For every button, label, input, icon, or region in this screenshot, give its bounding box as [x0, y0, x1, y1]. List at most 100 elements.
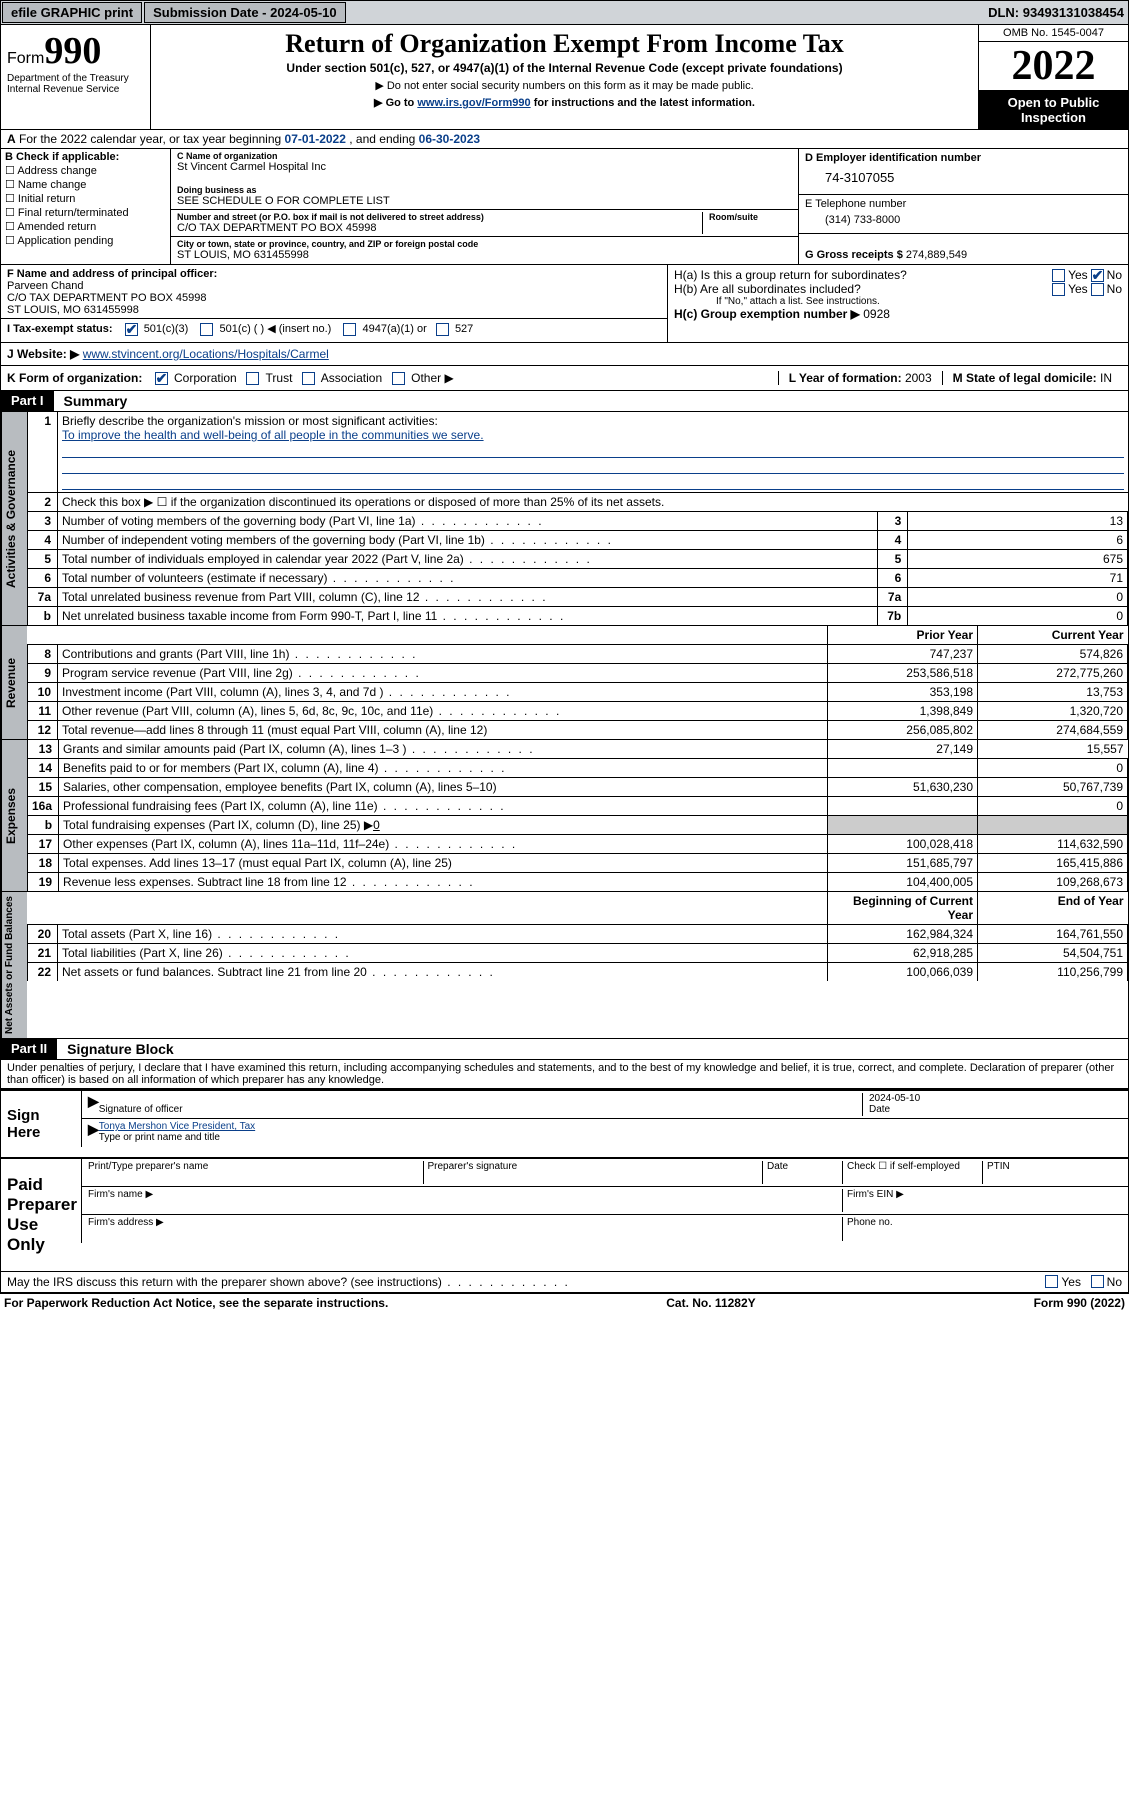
chk-discuss-no[interactable]: [1091, 1275, 1104, 1288]
dept-label: Department of the Treasury Internal Reve…: [7, 73, 144, 95]
l20: Total assets (Part X, line 16): [58, 924, 828, 943]
chk-discuss-yes[interactable]: [1045, 1275, 1058, 1288]
chk-initial-return[interactable]: ☐ Initial return: [5, 192, 166, 205]
chk-trust[interactable]: [246, 372, 259, 385]
irs-link[interactable]: www.irs.gov/Form990: [417, 97, 530, 109]
sig-officer-label: Signature of officer: [99, 1104, 183, 1115]
hb-no: No: [1107, 282, 1122, 296]
chk-address-change[interactable]: ☐ Address change: [5, 164, 166, 177]
chk-ha-no[interactable]: [1091, 269, 1104, 282]
p16a: [828, 796, 978, 815]
c16b-shade: [978, 815, 1128, 834]
officer-label: F Name and address of principal officer:: [7, 268, 217, 280]
p19: 104,400,005: [828, 872, 978, 891]
dln-value: 93493131038454: [1023, 5, 1124, 20]
ha-no: No: [1107, 268, 1122, 282]
phone-label: E Telephone number: [805, 198, 906, 210]
l15: Salaries, other compensation, employee b…: [59, 777, 828, 796]
chk-hb-yes[interactable]: [1052, 283, 1065, 296]
mission-line: [62, 442, 1124, 458]
footer: For Paperwork Reduction Act Notice, see …: [0, 1293, 1129, 1312]
opt-name: Name change: [18, 179, 87, 191]
form-number: Form990: [7, 29, 144, 73]
row-fh: F Name and address of principal officer:…: [0, 265, 1129, 343]
col-c: C Name of organization St Vincent Carmel…: [171, 149, 798, 264]
firm-ein-label: Firm's EIN ▶: [842, 1189, 1122, 1212]
p8: 747,237: [828, 644, 978, 663]
l1-label: Briefly describe the organization's miss…: [62, 414, 438, 428]
preparer-sig-label: Preparer's signature: [423, 1161, 763, 1184]
part1-header: Part I Summary: [0, 391, 1129, 412]
sign-here-label: Sign Here: [1, 1091, 81, 1157]
omb-number: OMB No. 1545-0047: [979, 25, 1128, 42]
chk-assoc[interactable]: [302, 372, 315, 385]
goto-post: for instructions and the latest informat…: [531, 97, 755, 109]
p14: [828, 758, 978, 777]
form-label: Form: [7, 50, 44, 67]
sign-here-block: Sign Here ▶ Signature of officer 2024-05…: [0, 1089, 1129, 1158]
org-name: St Vincent Carmel Hospital Inc: [177, 161, 792, 173]
form-title: Return of Organization Exempt From Incom…: [159, 29, 970, 59]
sig-officer-field[interactable]: Signature of officer: [99, 1093, 862, 1116]
chk-501c[interactable]: [200, 323, 213, 336]
hdr-begin: Beginning of Current Year: [828, 892, 978, 925]
opt-501c3: 501(c)(3): [144, 323, 189, 335]
p12: 256,085,802: [828, 720, 978, 739]
chk-501c3[interactable]: [125, 323, 138, 336]
p13: 27,149: [828, 740, 978, 759]
row-a-mid: , and ending: [349, 132, 418, 146]
l22: Net assets or fund balances. Subtract li…: [58, 962, 828, 981]
chk-final-return[interactable]: ☐ Final return/terminated: [5, 206, 166, 219]
l2: Check this box ▶ ☐ if the organization d…: [58, 492, 1128, 511]
efile-button[interactable]: efile GRAPHIC print: [2, 2, 142, 23]
chk-hb-no[interactable]: [1091, 283, 1104, 296]
dln: DLN: 93493131038454: [988, 5, 1128, 20]
l16a: Professional fundraising fees (Part IX, …: [59, 796, 828, 815]
website-link[interactable]: www.stvincent.org/Locations/Hospitals/Ca…: [83, 347, 329, 361]
p9: 253,586,518: [828, 663, 978, 682]
submission-date-label: Submission Date -: [153, 5, 270, 20]
hdr-current: Current Year: [978, 626, 1128, 645]
officer-name-typed: Tonya Mershon Vice President, Tax: [99, 1121, 255, 1132]
chk-amended[interactable]: ☐ Amended return: [5, 220, 166, 233]
ein-value: 74-3107055: [805, 164, 1122, 191]
v7a: 0: [908, 587, 1128, 606]
firm-addr-label: Firm's address ▶: [88, 1217, 842, 1241]
form-no: 990: [44, 30, 101, 72]
c9: 272,775,260: [978, 663, 1128, 682]
chk-name-change[interactable]: ☐ Name change: [5, 178, 166, 191]
col-de: D Employer identification number 74-3107…: [798, 149, 1128, 264]
domicile-value: IN: [1100, 371, 1112, 385]
v6: 71: [908, 568, 1128, 587]
tab-expenses: Expenses: [1, 740, 27, 891]
opt-501c: 501(c) ( ) ◀ (insert no.): [220, 323, 332, 335]
row-j: J Website: ▶ www.stvincent.org/Locations…: [0, 343, 1129, 366]
chk-ha-yes[interactable]: [1052, 269, 1065, 282]
tab-revenue: Revenue: [1, 626, 27, 739]
chk-corp[interactable]: [155, 372, 168, 385]
officer-addr2: ST LOUIS, MO 631455998: [7, 304, 661, 316]
chk-pending[interactable]: ☐ Application pending: [5, 234, 166, 247]
l16b-pre: Total fundraising expenses (Part IX, col…: [63, 818, 373, 832]
year-formation: 2003: [905, 371, 932, 385]
e22: 110,256,799: [978, 962, 1128, 981]
p18: 151,685,797: [828, 853, 978, 872]
chk-4947[interactable]: [343, 323, 356, 336]
domicile-label: M State of legal domicile:: [953, 371, 1100, 385]
l12: Total revenue—add lines 8 through 11 (mu…: [58, 720, 828, 739]
l1-value: To improve the health and well-being of …: [62, 428, 484, 442]
b21: 62,918,285: [828, 943, 978, 962]
hc-label: H(c) Group exemption number ▶: [674, 307, 863, 321]
hdr-end: End of Year: [978, 892, 1128, 925]
chk-other[interactable]: [392, 372, 405, 385]
c10: 13,753: [978, 682, 1128, 701]
dba-value: SEE SCHEDULE O FOR COMPLETE LIST: [177, 195, 792, 207]
hb-yes: Yes: [1068, 282, 1088, 296]
note-goto: ▶ Go to www.irs.gov/Form990 for instruct…: [159, 96, 970, 109]
mission-line: [62, 474, 1124, 490]
v5: 675: [908, 549, 1128, 568]
chk-527[interactable]: [436, 323, 449, 336]
discuss-yes: Yes: [1061, 1275, 1081, 1289]
submission-date-button[interactable]: Submission Date - 2024-05-10: [144, 2, 346, 23]
chk-self-label[interactable]: Check ☐ if self-employed: [842, 1161, 982, 1184]
